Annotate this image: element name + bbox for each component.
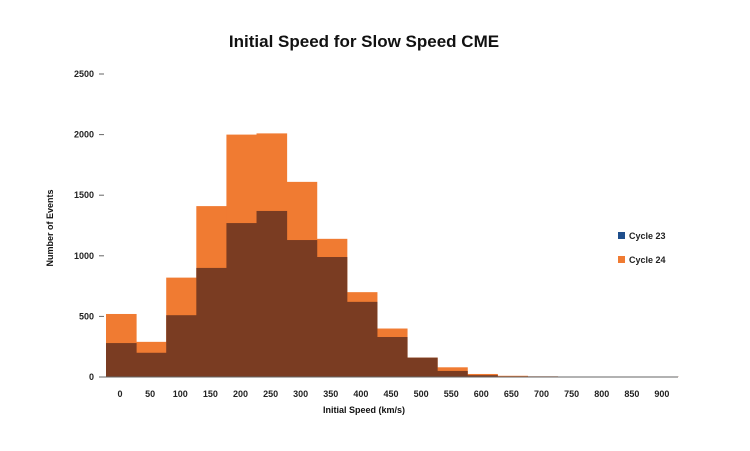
x-tick-label: 250: [263, 389, 278, 399]
bar-cycle-23: [257, 211, 288, 377]
bar-cycle-23: [407, 358, 438, 377]
x-tick-label: 750: [564, 389, 579, 399]
x-tick-label: 0: [118, 389, 123, 399]
y-tick-label: 1500: [74, 190, 94, 200]
x-tick-label: 500: [414, 389, 429, 399]
x-tick-label: 100: [173, 389, 188, 399]
bar-cycle-23: [317, 257, 348, 377]
x-tick-label: 650: [504, 389, 519, 399]
y-tick-label: 500: [79, 311, 94, 321]
x-tick-label: 700: [534, 389, 549, 399]
legend-swatch: [618, 232, 625, 239]
bar-cycle-23: [347, 302, 378, 377]
x-tick-label: 300: [293, 389, 308, 399]
bar-cycle-23: [106, 343, 137, 377]
x-axis-ticks: 0 50 100 150 200 250 300 350 400 450 500 550 600 650 7…: [118, 389, 670, 399]
y-tick-label: 0: [89, 372, 94, 382]
x-tick-label: 150: [203, 389, 218, 399]
x-tick-label: 600: [474, 389, 489, 399]
y-axis-label: Number of Events: [45, 189, 55, 266]
x-tick-label: 850: [624, 389, 639, 399]
bar-cycle-23: [136, 353, 167, 377]
x-tick-label: 900: [654, 389, 669, 399]
bar-cycle-23: [437, 371, 468, 377]
y-tick-label: 1000: [74, 251, 94, 261]
x-axis-label: Initial Speed (km/s): [323, 405, 405, 415]
bar-cycle-23: [196, 268, 227, 377]
y-tick-label: 2000: [74, 130, 94, 140]
chart-title: Initial Speed for Slow Speed CME: [229, 32, 499, 51]
legend-swatch: [618, 256, 625, 263]
y-tick-label: 2500: [74, 69, 94, 79]
x-tick-label: 550: [444, 389, 459, 399]
legend: Cycle 23 Cycle 24: [618, 231, 666, 265]
x-tick-label: 400: [353, 389, 368, 399]
x-tick-label: 350: [323, 389, 338, 399]
legend-label: Cycle 23: [629, 231, 666, 241]
x-tick-label: 450: [383, 389, 398, 399]
x-tick-label: 800: [594, 389, 609, 399]
bars-group: [106, 133, 679, 377]
x-tick-label: 50: [145, 389, 155, 399]
y-axis-ticks: 0 500 1000 1500 2000 2500: [74, 69, 104, 382]
x-tick-label: 200: [233, 389, 248, 399]
bar-cycle-23: [377, 337, 408, 377]
bar-cycle-23: [287, 240, 318, 377]
bar-cycle-23: [166, 315, 197, 377]
legend-label: Cycle 24: [629, 255, 666, 265]
bar-cycle-23: [226, 223, 257, 377]
